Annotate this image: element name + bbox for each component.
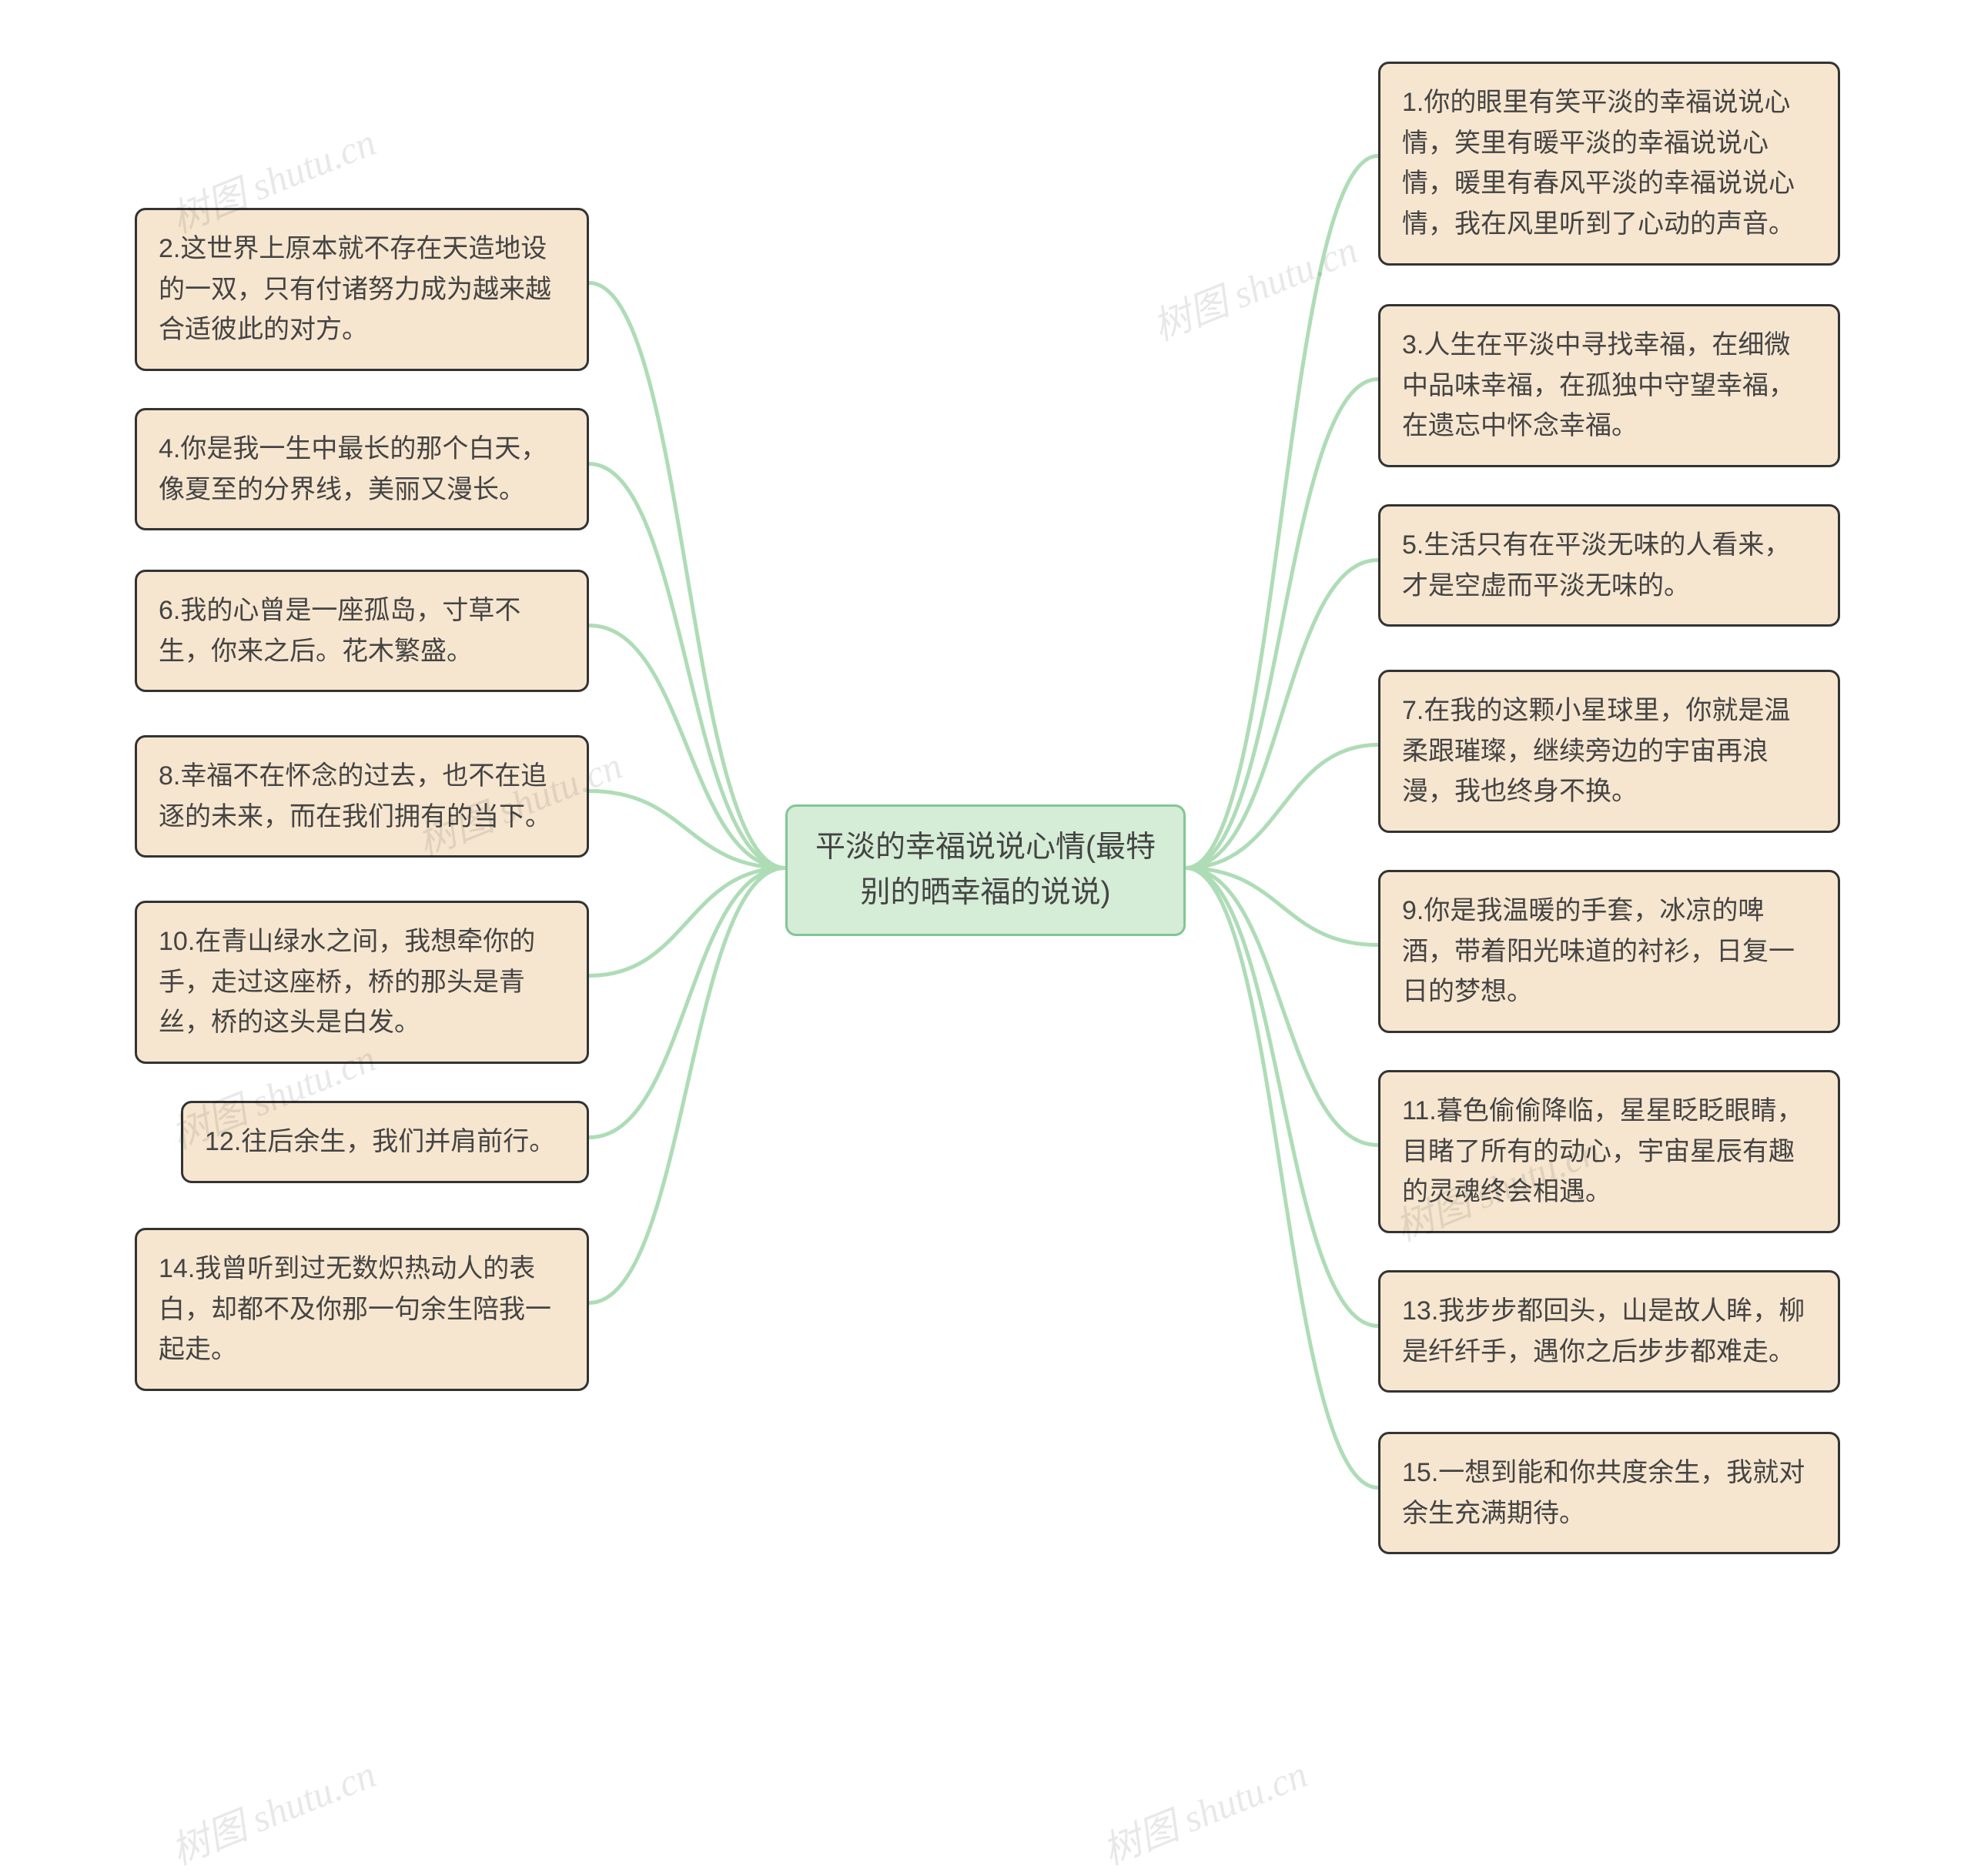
edge — [589, 791, 785, 868]
watermark: 树图 shutu.cn — [1093, 1744, 1314, 1876]
edge — [589, 626, 785, 868]
leaf-text: 4.你是我一生中最长的那个白天，像夏至的分界线，美丽又漫长。 — [159, 434, 547, 504]
edge — [589, 464, 785, 868]
edge — [1186, 868, 1378, 945]
leaf-node[interactable]: 12.往后余生，我们并肩前行。 — [181, 1101, 589, 1183]
edge — [589, 283, 785, 868]
leaf-node[interactable]: 5.生活只有在平淡无味的人看来，才是空虚而平淡无味的。 — [1378, 504, 1840, 627]
leaf-text: 2.这世界上原本就不存在天造地设的一双，只有付诸努力成为越来越合适彼此的对方。 — [159, 234, 551, 344]
edge — [1186, 868, 1378, 1145]
leaf-text: 7.在我的这颗小星球里，你就是温柔跟璀璨，继续旁边的宇宙再浪漫，我也终身不换。 — [1402, 696, 1790, 806]
edge — [1186, 156, 1378, 868]
leaf-text: 9.你是我温暖的手套，冰凉的啤酒，带着阳光味道的衬衫，日复一日的梦想。 — [1402, 896, 1795, 1006]
edge — [1186, 868, 1378, 1488]
leaf-node[interactable]: 1.你的眼里有笑平淡的幸福说说心情，笑里有暖平淡的幸福说说心情，暖里有春风平淡的… — [1378, 62, 1840, 266]
edge — [1186, 868, 1378, 1326]
leaf-text: 14.我曾听到过无数炽热动人的表白，却都不及你那一句余生陪我一起走。 — [159, 1254, 551, 1364]
watermark: 树图 shutu.cn — [162, 1744, 383, 1876]
mindmap-canvas: 平淡的幸福说说心情(最特别的晒幸福的说说) 2.这世界上原本就不存在天造地设的一双… — [0, 0, 1971, 1842]
watermark: 树图 shutu.cn — [1143, 219, 1364, 352]
edge — [1186, 380, 1378, 868]
leaf-node[interactable]: 13.我步步都回头，山是故人眸，柳是纤纤手，遇你之后步步都难走。 — [1378, 1270, 1840, 1393]
leaf-text: 6.我的心曾是一座孤岛，寸草不生，你来之后。花木繁盛。 — [159, 596, 520, 666]
leaf-node[interactable]: 9.你是我温暖的手套，冰凉的啤酒，带着阳光味道的衬衫，日复一日的梦想。 — [1378, 870, 1840, 1033]
leaf-text: 13.我步步都回头，山是故人眸，柳是纤纤手，遇你之后步步都难走。 — [1402, 1296, 1805, 1366]
leaf-text: 11.暮色偷偷降临，星星眨眨眼睛，目睹了所有的动心，宇宙星辰有趣的灵魂终会相遇。 — [1402, 1096, 1803, 1206]
leaf-node[interactable]: 11.暮色偷偷降临，星星眨眨眼睛，目睹了所有的动心，宇宙星辰有趣的灵魂终会相遇。 — [1378, 1070, 1840, 1233]
leaf-text: 10.在青山绿水之间，我想牵你的手，走过这座桥，桥的那头是青丝，桥的这头是白发。 — [159, 927, 535, 1037]
leaf-node[interactable]: 6.我的心曾是一座孤岛，寸草不生，你来之后。花木繁盛。 — [135, 570, 589, 692]
edge — [589, 868, 785, 1303]
edge — [1186, 560, 1378, 868]
leaf-node[interactable]: 2.这世界上原本就不存在天造地设的一双，只有付诸努力成为越来越合适彼此的对方。 — [135, 208, 589, 371]
leaf-text: 1.你的眼里有笑平淡的幸福说说心情，笑里有暖平淡的幸福说说心情，暖里有春风平淡的… — [1402, 88, 1795, 239]
edge — [589, 868, 785, 1138]
leaf-node[interactable]: 15.一想到能和你共度余生，我就对余生充满期待。 — [1378, 1432, 1840, 1554]
leaf-text: 5.生活只有在平淡无味的人看来，才是空虚而平淡无味的。 — [1402, 530, 1790, 600]
center-node[interactable]: 平淡的幸福说说心情(最特别的晒幸福的说说) — [785, 804, 1186, 936]
leaf-node[interactable]: 3.人生在平淡中寻找幸福，在细微中品味幸福，在孤独中守望幸福，在遗忘中怀念幸福。 — [1378, 304, 1840, 467]
edge — [1186, 745, 1378, 868]
leaf-text: 3.人生在平淡中寻找幸福，在细微中品味幸福，在孤独中守望幸福，在遗忘中怀念幸福。 — [1402, 330, 1795, 440]
leaf-text: 12.往后余生，我们并肩前行。 — [205, 1127, 555, 1156]
leaf-node[interactable]: 4.你是我一生中最长的那个白天，像夏至的分界线，美丽又漫长。 — [135, 408, 589, 530]
leaf-node[interactable]: 8.幸福不在怀念的过去，也不在追逐的未来，而在我们拥有的当下。 — [135, 735, 589, 858]
leaf-text: 8.幸福不在怀念的过去，也不在追逐的未来，而在我们拥有的当下。 — [159, 761, 551, 831]
leaf-node[interactable]: 10.在青山绿水之间，我想牵你的手，走过这座桥，桥的那头是青丝，桥的这头是白发。 — [135, 901, 589, 1064]
leaf-node[interactable]: 7.在我的这颗小星球里，你就是温柔跟璀璨，继续旁边的宇宙再浪漫，我也终身不换。 — [1378, 670, 1840, 833]
leaf-text: 15.一想到能和你共度余生，我就对余生充满期待。 — [1402, 1458, 1805, 1528]
leaf-node[interactable]: 14.我曾听到过无数炽热动人的表白，却都不及你那一句余生陪我一起走。 — [135, 1228, 589, 1391]
edge — [589, 868, 785, 976]
center-text: 平淡的幸福说说心情(最特别的晒幸福的说说) — [815, 831, 1156, 909]
